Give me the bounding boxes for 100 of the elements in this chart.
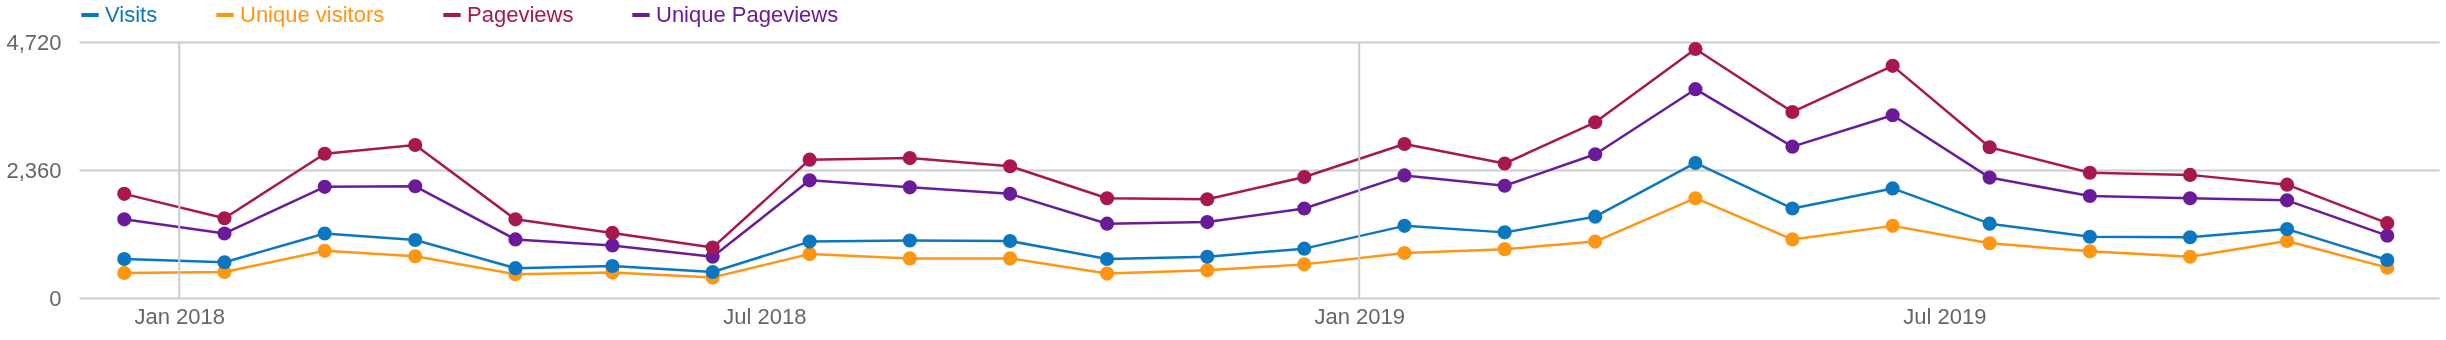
point (1397, 136, 1412, 152)
point (2183, 249, 2198, 264)
point (1003, 251, 1018, 266)
point (408, 232, 423, 248)
legend-label: Visits (105, 2, 158, 27)
point (1885, 181, 1900, 196)
point (117, 251, 132, 267)
point (902, 180, 917, 195)
point (1688, 191, 1703, 206)
point (1397, 245, 1412, 261)
point (1885, 108, 1900, 123)
point (2279, 222, 2295, 237)
point (1982, 170, 1997, 185)
legend-label: Unique Pageviews (656, 2, 839, 27)
point (1200, 192, 1215, 207)
point (1785, 201, 1800, 216)
point (1885, 58, 1900, 73)
point (2082, 188, 2097, 204)
point (117, 212, 132, 227)
point (317, 179, 332, 194)
point (2082, 229, 2097, 244)
point (1297, 201, 1312, 216)
x-tick-label: Jul 2019 (1903, 303, 1987, 329)
point (1982, 216, 1997, 231)
point (605, 258, 620, 274)
x-tick-label: Jul 2018 (723, 303, 807, 329)
point (1497, 156, 1512, 171)
point (1785, 139, 1800, 154)
point (1003, 186, 1018, 201)
point (1497, 225, 1512, 240)
point (217, 226, 232, 241)
legend-label: Pageviews (467, 2, 574, 27)
point (902, 233, 917, 248)
point (1397, 168, 1412, 183)
point (1099, 251, 1115, 267)
point (408, 179, 423, 194)
point (2380, 252, 2395, 268)
point (1297, 257, 1312, 272)
point (1297, 241, 1312, 256)
point (1200, 263, 1215, 278)
point (1099, 266, 1115, 281)
point (2279, 233, 2295, 249)
point (117, 265, 132, 281)
point (2279, 177, 2295, 192)
point (117, 186, 132, 201)
point (508, 261, 523, 276)
point (1688, 155, 1703, 171)
point (902, 251, 917, 266)
y-tick-label: 2,360 (6, 157, 62, 183)
legend-label: Unique visitors (240, 2, 385, 27)
point (2183, 167, 2198, 182)
point (1003, 233, 1018, 249)
point (802, 247, 817, 262)
point (408, 137, 423, 153)
point (1885, 218, 1900, 233)
point (1588, 147, 1603, 162)
point (1588, 209, 1603, 224)
point (508, 232, 523, 247)
point (2380, 216, 2395, 231)
point (1397, 218, 1412, 233)
x-tick-label: Jan 2019 (1314, 303, 1405, 329)
point (1785, 232, 1800, 247)
point (1099, 216, 1115, 231)
point (802, 234, 817, 249)
point (217, 255, 232, 270)
point (2279, 193, 2295, 208)
point (1982, 140, 1997, 155)
point (217, 211, 232, 226)
point (2183, 230, 2198, 245)
point (317, 243, 332, 258)
point (317, 226, 332, 241)
point (1785, 104, 1800, 120)
y-tick-label: 0 (49, 285, 62, 311)
point (902, 151, 917, 166)
point (317, 146, 332, 161)
point (1688, 41, 1703, 57)
point (1003, 159, 1018, 174)
point (1497, 178, 1512, 193)
point (802, 173, 817, 188)
point (605, 225, 620, 240)
point (1200, 215, 1215, 230)
point (802, 152, 817, 167)
point (1688, 82, 1703, 97)
point (508, 212, 523, 227)
point (1982, 236, 1997, 251)
point (2380, 228, 2395, 243)
x-tick-label: Jan 2018 (134, 303, 225, 329)
point (705, 264, 720, 280)
point (2082, 165, 2097, 180)
point (408, 249, 423, 264)
point (1497, 242, 1512, 257)
point (2082, 244, 2097, 259)
point (2183, 191, 2198, 206)
point (1200, 249, 1215, 264)
point (605, 238, 620, 253)
y-tick-label: 4,720 (6, 29, 62, 55)
point (1099, 191, 1115, 206)
point (705, 240, 720, 255)
point (1588, 115, 1603, 130)
point (1588, 234, 1603, 249)
